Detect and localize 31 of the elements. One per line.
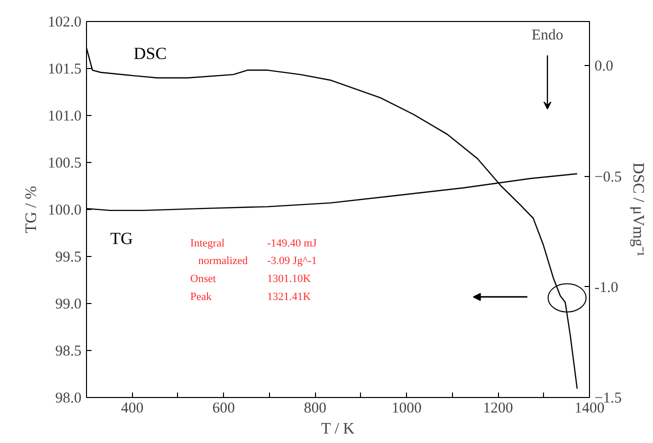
annotation: -3.09 Jg^-1 [267,255,317,268]
annotation: normalized [198,255,248,268]
x-tick-label: 1200 [483,400,514,416]
y2-axis-title: DSC / μVmg⁻¹ [630,162,647,257]
x-axis-title: T / K [321,420,356,438]
x-tick-label: 1000 [392,400,422,416]
annotation: Peak [190,290,212,303]
y-tick-label: 101.0 [48,108,82,124]
x-tick-label: 800 [304,400,326,416]
series-label: DSC [134,44,167,64]
annotation: Integral [190,237,225,250]
y-tick-label: 99.0 [55,296,82,312]
y2-tick-label: −0.5 [594,169,622,186]
y-tick-label: 100.5 [48,156,82,172]
y-tick-label: 99.5 [55,250,82,266]
x-tick-label: 400 [120,400,144,416]
annotation: Endo [532,28,564,44]
y2-tick-label: -1.0 [594,280,618,296]
y-tick-label: 98.0 [55,390,82,406]
y-tick-label: 98.5 [55,344,82,360]
annotation: 1321.41K [267,290,311,303]
annotation: -149.40 mJ [267,237,318,250]
y-tick-label: 102.0 [48,14,82,30]
y-tick-label: 100.0 [48,202,82,218]
y-tick-label: 101.5 [48,62,82,78]
y-axis-title: TG / % [22,186,40,234]
annotation: 1301.10K [267,273,311,286]
x-tick-label: 600 [212,400,235,416]
annotation: Onset [190,273,216,286]
series-label: TG [110,228,133,248]
y2-tick-label: 0.0 [594,58,614,75]
